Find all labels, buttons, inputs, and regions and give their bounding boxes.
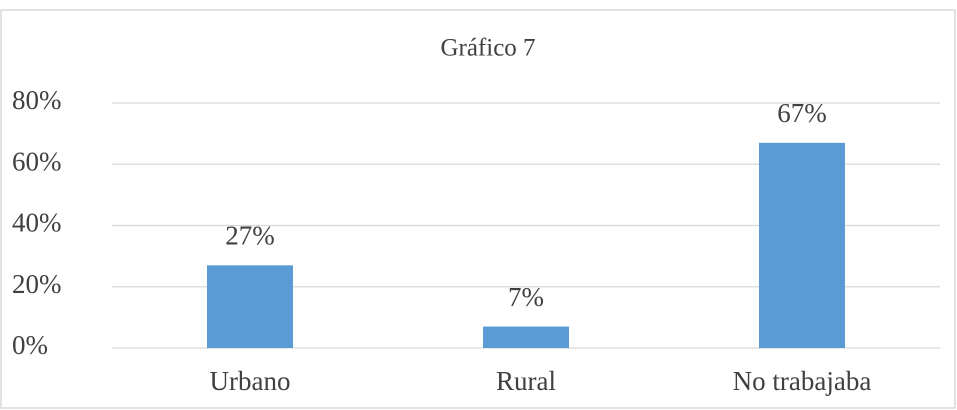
bar [207,265,293,348]
chart-title: Gráfico 7 [440,35,535,62]
value-label: 7% [508,282,544,312]
y-tick-label: 40% [12,208,62,238]
value-label: 27% [225,221,275,251]
value-label: 67% [777,98,827,128]
y-tick-label: 0% [12,330,48,360]
bar [759,142,845,348]
bar [483,326,569,348]
x-tick-label: Urbano [210,366,291,396]
x-tick-label: Rural [496,366,556,396]
y-tick-label: 60% [12,146,62,176]
y-tick-label: 20% [12,269,62,299]
y-tick-label: 80% [12,85,62,115]
x-tick-label: No trabajaba [733,366,872,396]
